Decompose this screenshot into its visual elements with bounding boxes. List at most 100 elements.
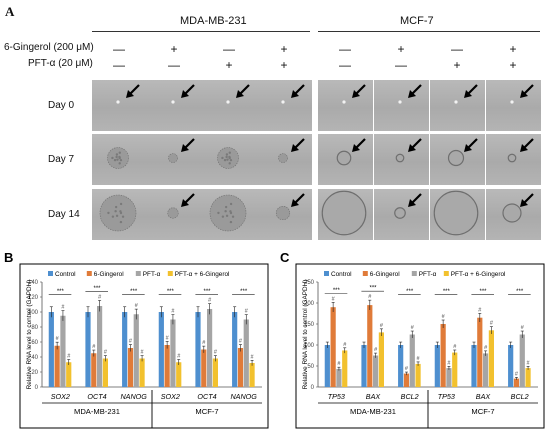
bar-control-3 — [158, 312, 164, 387]
arrow-icon — [181, 138, 195, 152]
arrow-icon — [291, 193, 305, 207]
significance-hash: # — [453, 344, 457, 350]
y-tick-label: 100 — [28, 310, 39, 316]
arrow-icon — [291, 138, 305, 152]
x-category-label-4: BAX — [476, 392, 492, 401]
bar-pft-6-gingerol-0 — [66, 362, 72, 387]
x-category-label-4: OCT4 — [197, 392, 216, 401]
legend-swatch-3 — [167, 271, 173, 276]
significance-hash: # — [202, 340, 206, 346]
treatment-sign-pft-1: — — [113, 58, 125, 72]
micrograph-day0-col1 — [92, 80, 147, 131]
x-category-label-2: NANOG — [120, 392, 147, 401]
significance-hash: # — [484, 345, 488, 351]
bar-pft-6-gingerol-4 — [212, 358, 218, 387]
bar-pft--1 — [373, 355, 379, 387]
treatment-sign-pft-3: + — [225, 58, 233, 72]
treatment-sign-pft-4: + — [280, 58, 288, 72]
significance-hash: # — [368, 294, 372, 300]
tumorsphere — [395, 153, 405, 163]
micrograph-day0-col6 — [374, 80, 429, 131]
treatment-sign-gingerol-3: — — [223, 42, 235, 56]
group-label-1: MCF-7 — [195, 407, 218, 416]
panel-c-letter: C — [280, 250, 290, 265]
micrograph-day2-col6 — [374, 189, 429, 240]
bar-control-3 — [434, 345, 440, 387]
day-label-0: Day 0 — [48, 100, 75, 111]
bar-pft-6-gingerol-5 — [249, 363, 255, 387]
tumorsphere — [336, 150, 352, 166]
bar-pft-6-gingerol-1 — [378, 332, 384, 387]
micrograph-day2-col1 — [92, 189, 147, 240]
arrow-icon — [408, 193, 422, 207]
x-category-label-3: SOX2 — [161, 392, 180, 401]
tumorsphere — [278, 153, 288, 163]
micrograph-day2-col7 — [430, 189, 485, 240]
y-tick-label: 0 — [311, 385, 315, 391]
legend-swatch-3 — [443, 271, 449, 276]
tumorsphere — [275, 205, 291, 221]
bar-control-5 — [508, 345, 514, 387]
significance-stars: *** — [333, 288, 341, 294]
significance-hash: # — [67, 354, 71, 360]
significance-hash: # — [245, 309, 249, 315]
bar-pft-6-gingerol-5 — [525, 368, 531, 387]
arrow-icon — [352, 84, 366, 98]
bar-pft--1 — [97, 306, 103, 387]
bar-6-gingerol-2 — [403, 373, 410, 387]
pft-row-label: PFT-α (20 μM) — [28, 58, 93, 69]
tumorsphere — [167, 207, 179, 219]
significance-stars: *** — [240, 289, 248, 295]
significance-hash: # — [380, 323, 384, 329]
y-tick-label: 150 — [304, 322, 315, 328]
y-tick-label: 40 — [31, 355, 38, 361]
bar-pft-6-gingerol-0 — [342, 350, 348, 387]
legend-entry-3: PFT-α + 6-Gingerol — [175, 271, 230, 278]
tumorsphere — [447, 149, 465, 167]
bar-pft-6-gingerol-2 — [139, 358, 145, 387]
bar-pft--3 — [170, 319, 176, 387]
significance-hash: # — [337, 361, 341, 367]
arrow-icon — [181, 193, 195, 207]
micrograph-day0-col4 — [257, 80, 312, 131]
tumorsphere — [99, 194, 137, 232]
y-tick-label: 100 — [304, 343, 315, 349]
significance-stars: *** — [479, 289, 487, 295]
significance-hash: # — [332, 296, 336, 302]
x-category-label-5: BCL2 — [511, 392, 529, 401]
bar-6-gingerol-5 — [513, 378, 520, 387]
bar-6-gingerol-0 — [54, 345, 60, 387]
treatment-sign-gingerol-6: + — [397, 42, 405, 56]
bar-pft--5 — [519, 334, 525, 387]
bar-6-gingerol-0 — [330, 307, 336, 387]
bar-6-gingerol-3 — [440, 324, 446, 387]
significance-stars: *** — [516, 289, 524, 295]
legend-entry-1: 6-Gingerol — [370, 271, 400, 278]
significance-hash: # — [478, 307, 482, 313]
legend-entry-1: 6-Gingerol — [94, 271, 124, 278]
bar-pft-6-gingerol-1 — [102, 358, 108, 387]
legend-entry-2: PFT-α — [419, 271, 437, 278]
arrow-icon — [181, 84, 195, 98]
micrograph-day1-col1 — [92, 134, 147, 185]
x-category-label-3: TP53 — [438, 392, 455, 401]
y-axis-label: Relative RNA level to control (GAPDH) — [26, 280, 33, 390]
treatment-sign-gingerol-5: — — [339, 42, 351, 56]
arrow-icon — [126, 84, 140, 98]
y-tick-label: 120 — [28, 295, 39, 301]
y-tick-label: 250 — [304, 280, 315, 286]
micrograph-day2-col3 — [202, 189, 257, 240]
bar-control-4 — [471, 345, 477, 387]
legend-swatch-2 — [411, 271, 417, 276]
tumorsphere — [107, 147, 129, 169]
significance-stars: *** — [203, 289, 211, 295]
y-tick-label: 60 — [31, 340, 38, 346]
treatment-sign-gingerol-7: — — [451, 42, 463, 56]
y-tick-label: 80 — [31, 325, 38, 331]
x-category-label-2: BCL2 — [401, 392, 419, 401]
significance-stars: *** — [57, 289, 65, 295]
micrograph-day0-col8 — [486, 80, 541, 131]
arrow-icon — [408, 138, 422, 152]
significance-hash: # — [521, 325, 525, 331]
bar-pft-6-gingerol-2 — [415, 363, 421, 387]
